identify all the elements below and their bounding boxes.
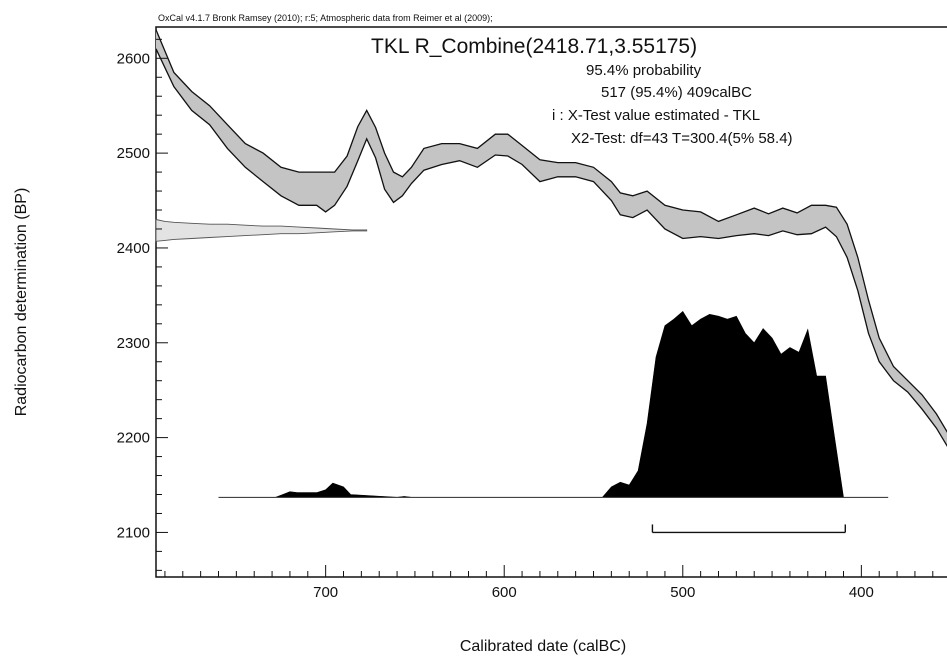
y-tick-label: 2600 xyxy=(117,50,150,67)
y-tick-label: 2300 xyxy=(117,335,150,352)
chart-title: TKL R_Combine(2418.71,3.55175) xyxy=(371,35,697,58)
calibration-curve-layer xyxy=(155,29,947,448)
range-layer xyxy=(651,524,846,534)
calibration-curve-band xyxy=(156,29,947,446)
y-tick-label: 2500 xyxy=(117,145,150,162)
likelihood-distribution xyxy=(155,218,368,242)
calibration-curve-lower-line xyxy=(155,48,947,448)
posterior-layer xyxy=(218,311,889,498)
likelihood-layer xyxy=(155,218,368,242)
annotation-probability: 95.4% probability xyxy=(586,62,702,79)
plot-frame xyxy=(155,26,947,578)
y-axis-label: Radiocarbon determination (BP) xyxy=(13,188,30,417)
y-tick-label: 2400 xyxy=(117,240,150,257)
x-axis-label: Calibrated date (calBC) xyxy=(460,638,626,655)
annotation-range: 517 (95.4%) 409calBC xyxy=(601,84,752,101)
annotation-chi2: X2-Test: df=43 T=300.4(5% 58.4) xyxy=(571,130,793,147)
calibration-curve-upper-line xyxy=(155,29,947,433)
x-tick-label: 500 xyxy=(670,584,695,601)
y-tick-label: 2100 xyxy=(117,524,150,541)
x-tick-label: 600 xyxy=(492,584,517,601)
x-tick-label: 400 xyxy=(849,584,874,601)
y-tick-label: 2200 xyxy=(117,430,150,447)
y-axis: 2100 2200 2300 2400 2500 2600 xyxy=(117,38,168,571)
annotation-xtest: i : X-Test value estimated - TKL xyxy=(552,107,760,124)
oxcal-credit: OxCal v4.1.7 Bronk Ramsey (2010); r:5; A… xyxy=(158,13,493,23)
x-axis: 700 600 500 400 xyxy=(164,565,934,601)
x-tick-label: 700 xyxy=(313,584,338,601)
posterior-distribution xyxy=(218,311,889,498)
